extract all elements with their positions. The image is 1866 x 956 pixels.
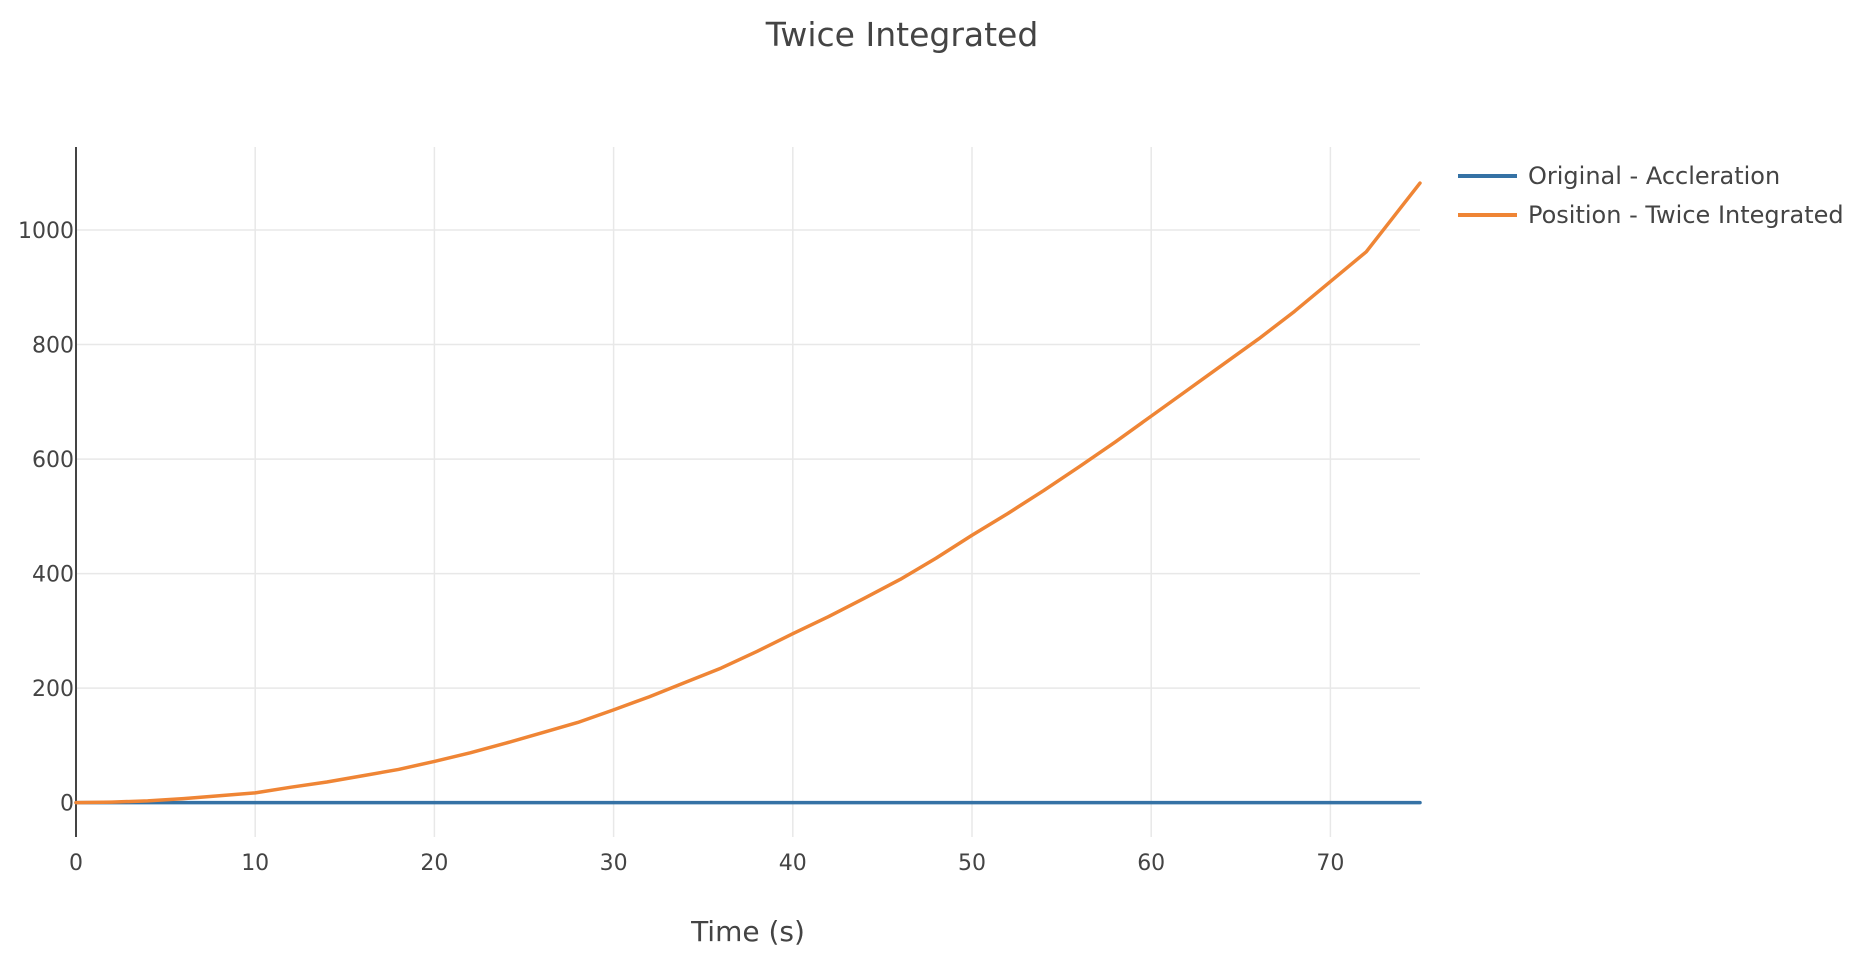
legend-label: Original - Accleration <box>1528 162 1780 190</box>
x-tick-label: 40 <box>779 851 807 876</box>
x-axis-title: Time (s) <box>690 915 805 948</box>
x-tick-label: 0 <box>69 851 83 876</box>
chart-title: Twice Integrated <box>765 15 1039 54</box>
x-tick-label: 70 <box>1316 851 1344 876</box>
y-tick-label: 600 <box>32 448 74 473</box>
x-tick-label: 10 <box>241 851 269 876</box>
y-tick-label: 400 <box>32 563 74 588</box>
x-tick-label: 30 <box>600 851 628 876</box>
y-tick-label: 800 <box>32 334 74 359</box>
y-gridlines <box>76 229 1420 804</box>
legend-item[interactable]: Original - Accleration <box>1458 162 1780 190</box>
series-layer <box>74 181 1422 805</box>
legend-item[interactable]: Position - Twice Integrated <box>1458 201 1844 229</box>
legend-label: Position - Twice Integrated <box>1528 201 1844 229</box>
x-tick-labels: 0 10 20 30 40 50 60 70 <box>69 851 1344 876</box>
x-tick-label: 60 <box>1137 851 1165 876</box>
x-tick-label: 20 <box>420 851 448 876</box>
y-tick-label: 0 <box>60 792 74 817</box>
x-tick-label: 50 <box>958 851 986 876</box>
series-line-2 <box>74 181 1422 805</box>
x-gridlines <box>254 147 1332 837</box>
y-tick-labels: 0 200 400 600 800 1000 <box>18 219 74 817</box>
y-tick-label: 200 <box>32 677 74 702</box>
legend[interactable]: Original - Accleration Position - Twice I… <box>1458 162 1844 229</box>
y-tick-label: 1000 <box>18 219 74 244</box>
